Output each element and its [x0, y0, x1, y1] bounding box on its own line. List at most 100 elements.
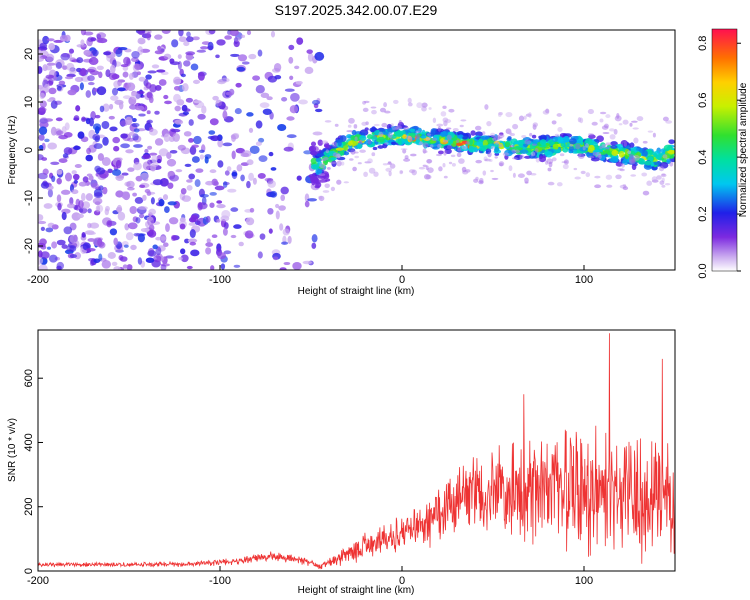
heatmap-cell [647, 130, 654, 133]
heatmap-cell [619, 168, 625, 172]
heatmap-cell [384, 110, 391, 114]
heatmap-cell [524, 139, 531, 145]
heatmap-cell [163, 242, 169, 248]
heatmap-cell [551, 157, 557, 162]
heatmap-cell [592, 151, 598, 156]
heatmap-cell [569, 138, 577, 145]
heatmap-cell [158, 79, 167, 86]
heatmap-cell [459, 124, 464, 128]
top-x-tick-label: 100 [575, 274, 593, 286]
heatmap-cell [446, 127, 452, 130]
heatmap-cell [602, 131, 610, 135]
heatmap-cell [662, 154, 668, 159]
heatmap-cell [51, 241, 58, 249]
heatmap-cell [259, 233, 266, 240]
heatmap-cell [421, 102, 428, 108]
heatmap-cell [573, 167, 578, 171]
heatmap-cell [85, 90, 92, 98]
heatmap-cell [88, 117, 95, 127]
heatmap-cell [486, 120, 492, 127]
heatmap-cell [209, 169, 217, 174]
heatmap-cell [554, 149, 561, 153]
heatmap-cell [490, 132, 496, 137]
heatmap-cell [306, 49, 313, 54]
heatmap-cell [252, 177, 257, 185]
heatmap-cell [343, 181, 350, 184]
bottom-x-tick-label: -200 [27, 575, 49, 587]
heatmap-cell [127, 167, 135, 172]
heatmap-cell [403, 158, 411, 162]
heatmap-cell [138, 213, 145, 219]
heatmap-cell [494, 156, 498, 159]
heatmap-cell [137, 257, 143, 265]
heatmap-cell [513, 141, 522, 145]
heatmap-cell [490, 169, 494, 173]
heatmap-cell [112, 136, 121, 144]
heatmap-cell [209, 202, 215, 208]
heatmap-cell [125, 116, 133, 126]
heatmap-cell [393, 99, 399, 104]
heatmap-cell [58, 134, 68, 140]
heatmap-cell [274, 75, 282, 80]
heatmap-cell [166, 158, 177, 167]
heatmap-cell [615, 174, 622, 180]
heatmap-cell [432, 117, 437, 123]
heatmap-cell [101, 120, 110, 130]
heatmap-cell [491, 177, 499, 180]
heatmap-cell [629, 154, 634, 159]
heatmap-cell [46, 38, 55, 42]
heatmap-cell [230, 207, 239, 212]
heatmap-cell [415, 130, 420, 134]
heatmap-cell [425, 137, 431, 141]
top-y-tick-label: 20 [23, 48, 35, 60]
heatmap-cell [89, 222, 100, 229]
heatmap-cell [146, 110, 151, 115]
heatmap-cell [67, 89, 76, 95]
heatmap-cell [519, 149, 529, 154]
top-y-ticks: -20 -10 0 10 20 [23, 48, 43, 254]
heatmap-cell [217, 252, 227, 260]
heatmap-cell [337, 153, 341, 159]
heatmap-cell [189, 229, 196, 238]
heatmap-cell [220, 77, 230, 83]
heatmap-cell [146, 191, 152, 196]
heatmap-cell [638, 159, 646, 165]
heatmap-cell [145, 257, 155, 263]
heatmap-cell [85, 247, 96, 252]
heatmap-cell [508, 144, 515, 148]
bottom-y-tick-label: 200 [23, 498, 35, 516]
heatmap-cell [535, 157, 540, 163]
heatmap-cell [557, 127, 563, 132]
heatmap-cell [416, 102, 423, 109]
heatmap-cell [108, 115, 115, 120]
heatmap-cell [155, 236, 162, 241]
top-y-axis-label: Frequency (Hz) [7, 116, 18, 185]
heatmap-cell [296, 175, 302, 181]
heatmap-cell [651, 176, 658, 182]
heatmap-cell [224, 170, 230, 176]
heatmap-cell [490, 145, 496, 150]
heatmap-cell [154, 138, 164, 146]
heatmap-cell [415, 133, 421, 140]
heatmap-cell [69, 254, 78, 259]
heatmap-cell [145, 74, 152, 80]
heatmap-cell [66, 245, 75, 252]
heatmap-cell [336, 160, 342, 167]
heatmap-cell [370, 106, 377, 109]
heatmap-cell [187, 238, 198, 243]
heatmap-cell [147, 250, 157, 257]
heatmap-cell [151, 154, 158, 164]
heatmap-cell [96, 86, 107, 96]
heatmap-cell [282, 228, 290, 236]
heatmap-cell [388, 132, 393, 139]
heatmap-cell [354, 155, 360, 159]
heatmap-cell [130, 244, 137, 251]
heatmap-cell [180, 187, 187, 195]
heatmap-cell [474, 125, 482, 131]
heatmap-cell [117, 211, 126, 221]
heatmap-cell [279, 223, 284, 231]
heatmap-cell [366, 134, 374, 140]
heatmap-cell [321, 140, 329, 145]
colorbar-tick-label: 0.0 [697, 263, 709, 278]
heatmap-cell [216, 218, 221, 223]
